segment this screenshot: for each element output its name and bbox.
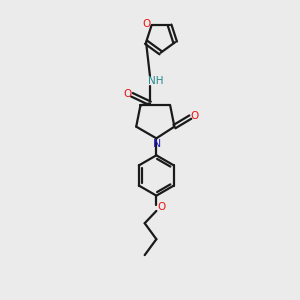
Text: NH: NH bbox=[148, 76, 163, 86]
Text: O: O bbox=[190, 111, 199, 121]
Text: O: O bbox=[143, 19, 151, 29]
Text: N: N bbox=[153, 139, 161, 149]
Text: O: O bbox=[123, 89, 131, 99]
Text: O: O bbox=[157, 202, 165, 212]
